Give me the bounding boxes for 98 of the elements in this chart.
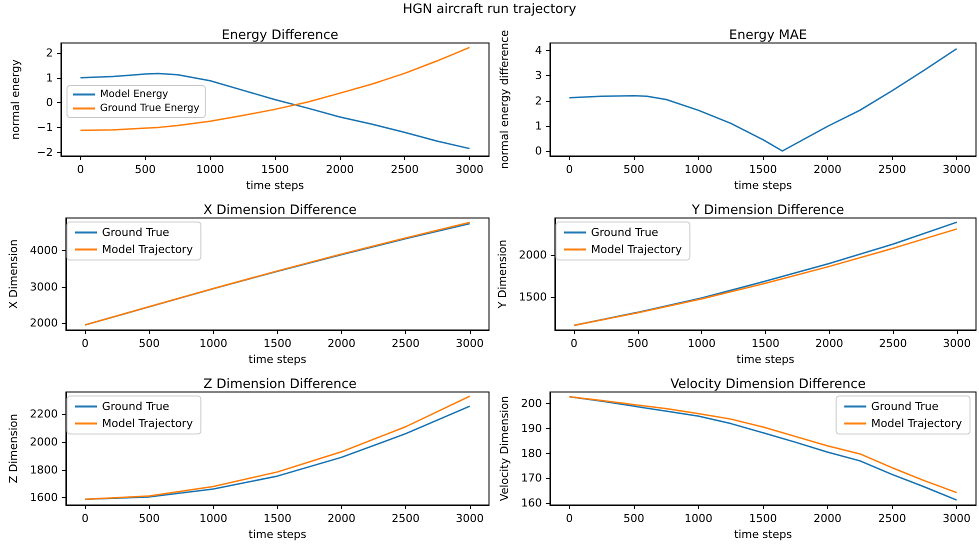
- y-tick-label: 1: [46, 71, 53, 84]
- x-axis-title: time steps: [248, 352, 307, 366]
- x-tick-label: 1000: [199, 337, 228, 350]
- y-tick-label: 2000: [30, 316, 58, 330]
- chart-title: Z Dimension Difference: [203, 377, 357, 392]
- y-axis-title: Velocity Dimension: [498, 396, 511, 502]
- y-tick-label: 170: [521, 472, 542, 485]
- y-axis-title: Z Dimension: [7, 414, 20, 484]
- x-tick-label: 500: [134, 163, 156, 176]
- x-tick-label: 0: [82, 337, 89, 350]
- x-tick-label: 1500: [263, 512, 292, 525]
- x-tick-label: 2500: [392, 512, 420, 525]
- x-tick-label: 0: [76, 163, 84, 176]
- x-axis-title: time steps: [246, 178, 304, 192]
- legend-label: Model Trajectory: [102, 417, 194, 430]
- x-tick-label: 2000: [328, 337, 356, 350]
- y-tick-label: 1600: [30, 491, 58, 504]
- x-tick-label: 3000: [942, 512, 971, 525]
- x-axis-title: time steps: [736, 352, 795, 366]
- y-axis-title: normal energy difference: [498, 30, 511, 170]
- x-tick-label: 2500: [390, 163, 419, 176]
- legend-label: Ground True Energy: [100, 103, 200, 114]
- y-axis-title: normal energy: [9, 58, 22, 140]
- legend-label: Ground True: [591, 226, 659, 239]
- x-tick-label: 500: [623, 512, 644, 525]
- x-tick-label: 0: [566, 163, 573, 176]
- x-tick-label: 0: [566, 512, 573, 525]
- x-tick-label: 500: [623, 163, 644, 176]
- y-tick-label: 1800: [30, 463, 58, 476]
- x-tick-label: 2500: [879, 337, 908, 350]
- legend-label: Model Energy: [100, 89, 168, 100]
- x-tick-label: 500: [138, 512, 160, 525]
- y-tick-label: 0: [535, 144, 542, 158]
- x-tick-label: 500: [627, 337, 648, 350]
- y-tick-label: 160: [521, 496, 542, 510]
- y-tick-label: 180: [521, 446, 542, 460]
- x-tick-label: 0: [82, 512, 89, 525]
- legend-label: Ground True: [871, 400, 939, 413]
- y-tick-label: 0: [46, 96, 53, 110]
- x-tick-label: 1000: [196, 163, 224, 176]
- x-tick-label: 1500: [751, 337, 780, 350]
- x-tick-label: 1500: [261, 163, 289, 176]
- y-tick-label: 2000: [518, 248, 547, 262]
- x-tick-label: 2000: [326, 163, 354, 176]
- x-tick-label: 2000: [328, 512, 356, 525]
- legend-label: Ground True: [102, 226, 170, 239]
- y-tick-label: 1500: [518, 290, 547, 304]
- x-tick-label: 2000: [814, 163, 842, 176]
- x-tick-label: 3000: [942, 163, 971, 176]
- y-tick-label: 1: [535, 119, 542, 132]
- x-tick-label: 3000: [456, 163, 484, 176]
- chart-title: Energy Difference: [222, 28, 338, 43]
- y-tick-label: −2: [36, 146, 53, 159]
- x-tick-label: 3000: [456, 512, 484, 525]
- y-tick-label: 190: [521, 422, 542, 436]
- y-tick-label: 2: [535, 94, 542, 108]
- y-tick-label: 3: [535, 69, 542, 82]
- x-tick-label: 1000: [688, 337, 716, 350]
- x-axis-title: time steps: [734, 178, 792, 192]
- x-tick-label: 500: [138, 337, 160, 350]
- y-tick-label: 3000: [30, 280, 58, 294]
- legend-label: Ground True: [102, 400, 170, 413]
- y-tick-label: 4: [535, 44, 542, 58]
- x-tick-label: 1000: [684, 512, 712, 525]
- legend-label: Model Trajectory: [591, 243, 682, 256]
- x-axis-title: time steps: [734, 528, 792, 541]
- y-tick-label: 2000: [30, 436, 58, 449]
- chart-title: Energy MAE: [729, 28, 807, 43]
- line-series: [80, 46, 470, 132]
- x-tick-label: 2000: [814, 512, 842, 525]
- line-series: [80, 72, 470, 150]
- chart-title: Y Dimension Difference: [690, 203, 844, 218]
- y-tick-label: 2200: [30, 408, 58, 421]
- x-tick-label: 1000: [684, 163, 712, 176]
- x-axis-title: time steps: [248, 528, 307, 541]
- y-tick-label: 2: [46, 46, 53, 60]
- legend-label: Model Trajectory: [102, 243, 194, 256]
- y-axis-title: Y Dimension: [496, 240, 509, 310]
- chart-title: Velocity Dimension Difference: [670, 377, 866, 392]
- x-tick-label: 2500: [878, 512, 906, 525]
- x-tick-label: 1000: [199, 512, 228, 525]
- x-tick-label: 2000: [815, 337, 844, 350]
- chart-title: X Dimension Difference: [203, 203, 357, 218]
- x-tick-label: 1500: [263, 337, 292, 350]
- y-tick-label: −1: [36, 120, 53, 134]
- legend-label: Model Trajectory: [871, 417, 962, 430]
- x-tick-label: 1500: [749, 512, 777, 525]
- text: HGN aircraft run trajectory: [402, 2, 578, 17]
- x-tick-label: 3000: [456, 337, 484, 350]
- x-tick-label: 3000: [942, 337, 971, 350]
- x-tick-label: 2500: [392, 337, 420, 350]
- y-tick-label: 4000: [30, 244, 58, 258]
- y-axis-title: X Dimension: [7, 239, 20, 309]
- x-tick-label: 0: [570, 337, 578, 350]
- line-series: [568, 48, 958, 152]
- y-tick-label: 200: [521, 397, 542, 410]
- x-tick-label: 2500: [878, 163, 906, 176]
- x-tick-label: 1500: [749, 163, 777, 176]
